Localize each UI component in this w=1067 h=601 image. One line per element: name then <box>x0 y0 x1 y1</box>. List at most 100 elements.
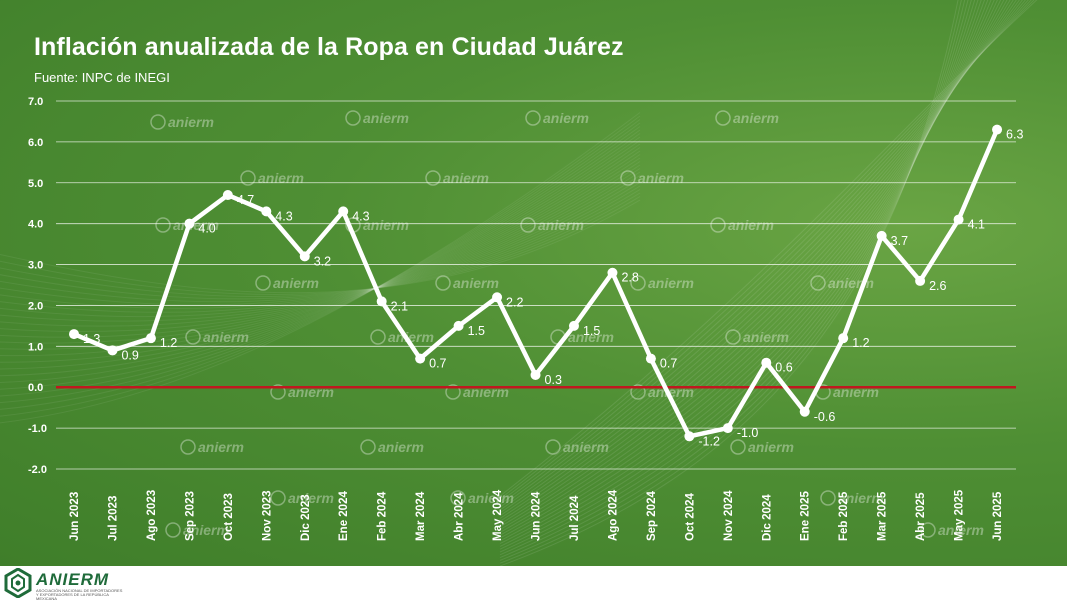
data-label: 1.5 <box>468 324 485 338</box>
wave-line <box>499 0 966 561</box>
wave-line <box>499 0 992 539</box>
wave-line <box>0 164 641 327</box>
watermark-logo: anierm <box>185 329 249 345</box>
watermark-text: anierm <box>748 439 794 455</box>
x-tick-label: May 2025 <box>954 489 966 541</box>
y-tick-label: 7.0 <box>28 96 43 108</box>
y-tick-label: 5.0 <box>28 178 43 190</box>
watermark-logo: anierm <box>360 439 424 455</box>
watermark-logo: anierm <box>920 522 984 538</box>
wave-line <box>499 0 1032 503</box>
x-tick-label: Feb 2025 <box>838 491 850 541</box>
background-wave-pattern <box>0 0 1048 566</box>
watermark-text: anierm <box>743 329 789 345</box>
x-tick-label: Ago 2024 <box>607 489 619 541</box>
wave-line <box>0 178 641 309</box>
wave-line <box>0 133 641 383</box>
footer-bar: ANIERM ASOCIACIÓN NACIONAL DE IMPORTADOR… <box>0 566 1067 601</box>
watermark-text: anierm <box>568 329 614 345</box>
data-point <box>299 251 310 262</box>
wave-line <box>499 0 985 545</box>
watermark-logo: anierm <box>725 329 789 345</box>
x-tick-label: Mar 2025 <box>877 491 889 541</box>
wave-line <box>499 0 1011 522</box>
x-tick-label: Jul 2024 <box>569 495 581 541</box>
y-axis: 7.0 6.0 5.0 4.0 3.0 2.0 1.0 0.0 -1.0 -2.0 <box>28 96 47 476</box>
x-tick-label: May 2024 <box>492 489 504 541</box>
x-tick-label: Jul 2023 <box>107 496 119 541</box>
watermark-text: anierm <box>258 170 304 186</box>
watermark-text: anierm <box>363 217 409 233</box>
wave-line <box>0 154 641 344</box>
wave-line <box>499 0 1020 514</box>
x-tick-label: Ago 2023 <box>146 490 158 541</box>
wave-line <box>0 143 641 363</box>
watermark-text: anierm <box>203 329 249 345</box>
watermark-logo: anierm <box>165 522 229 538</box>
x-tick-label: Dic 2023 <box>300 494 312 541</box>
wave-line <box>0 189 641 300</box>
watermark-text: anierm <box>938 522 984 538</box>
data-point <box>761 357 772 368</box>
data-label: 4.3 <box>352 209 369 223</box>
x-tick-label: Jun 2023 <box>69 492 81 541</box>
data-label: 2.6 <box>929 279 946 293</box>
x-tick-label: Sep 2023 <box>184 491 196 541</box>
y-tick-label: -2.0 <box>28 464 47 476</box>
data-label: 3.7 <box>891 234 908 248</box>
wave-line <box>499 0 1023 511</box>
data-label: 4.7 <box>237 193 254 207</box>
watermark-logo: anierm <box>715 110 779 126</box>
watermark-text: anierm <box>838 490 884 506</box>
wave-line <box>0 192 641 297</box>
watermark-text: anierm <box>273 275 319 291</box>
data-label: 2.2 <box>506 295 523 309</box>
y-tick-label: 0.0 <box>28 382 43 394</box>
data-point <box>568 320 579 331</box>
data-label: 1.5 <box>583 324 600 338</box>
x-tick-label: Oct 2023 <box>223 493 235 541</box>
watermark-logo: anierm <box>450 490 514 506</box>
watermark-layer: anierm anierm anierm anierm anierm anierm anie… <box>150 110 984 538</box>
wave-line <box>0 115 641 417</box>
x-tick-label: Jun 2024 <box>531 491 543 541</box>
data-point <box>338 206 349 217</box>
watermark-logo: anierm <box>240 170 304 186</box>
data-point <box>953 214 964 225</box>
watermark-logo: anierm <box>620 170 684 186</box>
wave-line <box>499 0 989 542</box>
data-point <box>992 124 1003 135</box>
x-tick-label: Dic 2024 <box>761 494 773 541</box>
watermark-text: anierm <box>543 110 589 126</box>
data-label: -0.6 <box>814 410 836 424</box>
x-tick-label: Nov 2023 <box>261 490 273 541</box>
wave-line <box>499 0 982 547</box>
y-tick-label: 3.0 <box>28 260 43 272</box>
data-point <box>184 218 195 229</box>
y-tick-label: -1.0 <box>28 423 47 435</box>
data-label: 3.2 <box>314 254 331 268</box>
data-label: 4.3 <box>275 209 292 223</box>
watermark-logo: anierm <box>545 439 609 455</box>
watermark-logo: anierm <box>180 439 244 455</box>
data-label: 1.2 <box>160 336 177 350</box>
data-label: 0.6 <box>775 361 792 375</box>
data-label: 2.1 <box>391 299 408 313</box>
watermark-logo: anierm <box>425 170 489 186</box>
data-point <box>376 296 387 307</box>
wave-line <box>499 0 969 559</box>
x-tick-label: Abr 2024 <box>454 492 466 541</box>
watermark-logo: anierm <box>520 217 584 233</box>
wave-line <box>0 136 641 377</box>
wave-line <box>499 0 962 564</box>
watermark-logo: anierm <box>370 329 434 345</box>
footer-tagline: ASOCIACIÓN NACIONAL DE IMPORTADORES Y EX… <box>36 588 123 601</box>
x-tick-label: Sep 2024 <box>646 491 658 541</box>
watermark-text: anierm <box>728 217 774 233</box>
watermark-text: anierm <box>388 329 434 345</box>
data-label: 6.3 <box>1006 128 1023 142</box>
chart-panel: anierm anierm anierm anierm anierm anierm anie… <box>0 0 1067 566</box>
wave-line <box>0 171 641 318</box>
data-point <box>261 206 272 217</box>
y-tick-label: 1.0 <box>28 341 43 353</box>
